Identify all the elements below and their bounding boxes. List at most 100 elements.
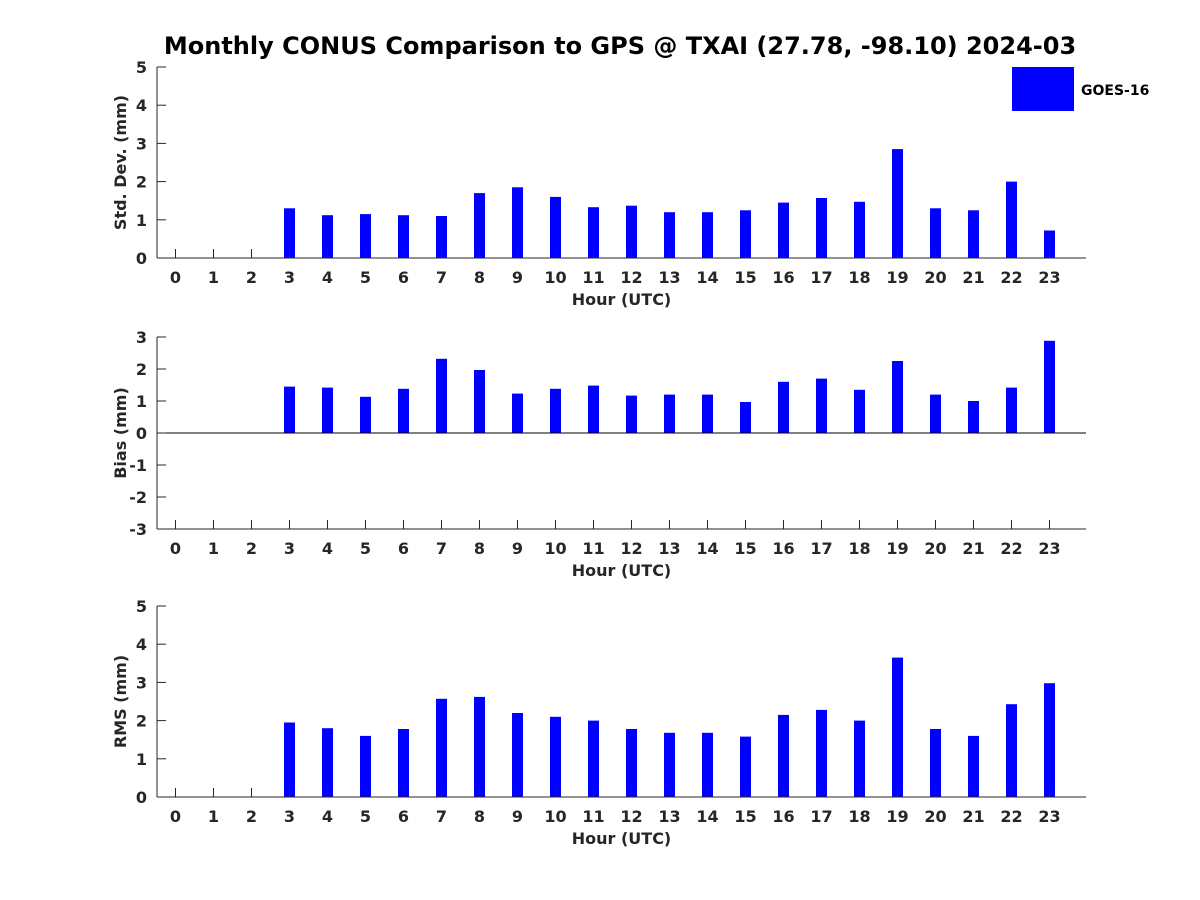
std-xlabel: Hour (UTC) — [572, 290, 672, 309]
rms-xtick-label: 3 — [284, 807, 295, 826]
rms-bar-hour-13 — [664, 732, 675, 797]
rms-xtick-label: 20 — [924, 807, 946, 826]
std-ytick-label: 4 — [136, 96, 147, 115]
rms-xtick-label: 1 — [208, 807, 219, 826]
std-bar-hour-8 — [474, 193, 485, 258]
std-bar-hour-16 — [778, 202, 789, 258]
bias-bar-hour-12 — [626, 395, 637, 433]
bias-ytick-label: -3 — [129, 520, 147, 539]
rms-bar-hour-17 — [816, 709, 827, 797]
rms-ytick-label: 2 — [136, 712, 147, 731]
rms-xtick-label: 22 — [1000, 807, 1022, 826]
rms-bar-hour-11 — [588, 720, 599, 797]
std-bar-hour-3 — [284, 208, 295, 258]
rms-bar-hour-18 — [854, 720, 865, 797]
std-xtick-label: 21 — [962, 268, 984, 287]
rms-bar-hour-20 — [930, 729, 941, 797]
bias-bar-hour-22 — [1006, 387, 1017, 433]
rms-xtick-label: 5 — [360, 807, 371, 826]
bias-xtick-label: 8 — [474, 539, 485, 558]
bias-ylabel: Bias (mm) — [111, 387, 130, 479]
rms-xtick-label: 13 — [658, 807, 680, 826]
std-xtick-label: 12 — [620, 268, 642, 287]
legend-label: GOES-16 — [1081, 83, 1149, 99]
bias-bar-hour-20 — [930, 394, 941, 433]
bias-xlabel: Hour (UTC) — [572, 561, 672, 580]
std-xtick-label: 20 — [924, 268, 946, 287]
rms-bar-hour-19 — [892, 657, 903, 797]
bias-xtick-label: 10 — [544, 539, 566, 558]
bias-bar-hour-13 — [664, 394, 675, 433]
bias-xtick-label: 6 — [398, 539, 409, 558]
bias-xtick-label: 9 — [512, 539, 523, 558]
bias-xtick-label: 23 — [1038, 539, 1060, 558]
rms-bar-hour-3 — [284, 722, 295, 797]
rms-bar-hour-22 — [1006, 704, 1017, 797]
bias-xtick-label: 15 — [734, 539, 756, 558]
rms-xtick-label: 7 — [436, 807, 447, 826]
std-xtick-label: 13 — [658, 268, 680, 287]
bias-bar-hour-10 — [550, 388, 561, 433]
bias-xtick-label: 7 — [436, 539, 447, 558]
rms-ytick-label: 5 — [136, 597, 147, 616]
rms-bar-hour-21 — [968, 735, 979, 797]
rms-bar-hour-6 — [398, 729, 409, 797]
bias-xtick-label: 12 — [620, 539, 642, 558]
rms-bar-hour-12 — [626, 729, 637, 797]
chart-title: Monthly CONUS Comparison to GPS @ TXAI (… — [164, 32, 1076, 60]
std-bar-hour-17 — [816, 198, 827, 258]
std-bar-hour-13 — [664, 212, 675, 258]
rms-bar-hour-23 — [1044, 683, 1055, 797]
rms-xtick-label: 6 — [398, 807, 409, 826]
rms-bar-hour-9 — [512, 713, 523, 797]
rms-xlabel: Hour (UTC) — [572, 829, 672, 848]
rms-ytick-label: 4 — [136, 635, 147, 654]
std-ytick-label: 0 — [136, 249, 147, 268]
std-xtick-label: 6 — [398, 268, 409, 287]
std-xtick-label: 9 — [512, 268, 523, 287]
bias-ytick-label: 1 — [136, 392, 147, 411]
rms-xtick-label: 17 — [810, 807, 832, 826]
bias-xtick-label: 20 — [924, 539, 946, 558]
bias-bar-hour-19 — [892, 361, 903, 433]
bias-xtick-label: 19 — [886, 539, 908, 558]
rms-xtick-label: 9 — [512, 807, 523, 826]
bias-bar-hour-8 — [474, 370, 485, 433]
std-bar-hour-19 — [892, 149, 903, 258]
rms-bar-hour-15 — [740, 736, 751, 797]
std-xtick-label: 10 — [544, 268, 566, 287]
bias-xtick-label: 13 — [658, 539, 680, 558]
std-bar-hour-10 — [550, 196, 561, 258]
rms-xtick-label: 16 — [772, 807, 794, 826]
bias-bar-hour-5 — [360, 396, 371, 433]
std-ytick-label: 3 — [136, 134, 147, 153]
bias-xtick-label: 2 — [246, 539, 257, 558]
rms-ytick-label: 0 — [136, 788, 147, 807]
bias-ytick-label: 3 — [136, 328, 147, 347]
bias-bar-hour-17 — [816, 378, 827, 433]
std-xtick-label: 3 — [284, 268, 295, 287]
std-xtick-label: 18 — [848, 268, 870, 287]
bias-ytick-label: -2 — [129, 488, 147, 507]
rms-bar-hour-16 — [778, 714, 789, 797]
bias-xtick-label: 21 — [962, 539, 984, 558]
bias-xtick-label: 4 — [322, 539, 333, 558]
std-xtick-label: 1 — [208, 268, 219, 287]
std-xtick-label: 16 — [772, 268, 794, 287]
bias-xtick-label: 17 — [810, 539, 832, 558]
std-ylabel: Std. Dev. (mm) — [111, 95, 130, 230]
std-xtick-label: 15 — [734, 268, 756, 287]
rms-bar-hour-10 — [550, 716, 561, 797]
bias-bar-hour-23 — [1044, 340, 1055, 433]
bias-xtick-label: 11 — [582, 539, 604, 558]
bias-xtick-label: 14 — [696, 539, 718, 558]
std-bar-hour-7 — [436, 216, 447, 258]
rms-ytick-label: 1 — [136, 750, 147, 769]
std-bar-hour-22 — [1006, 181, 1017, 258]
bias-bar-hour-14 — [702, 394, 713, 433]
std-xtick-label: 7 — [436, 268, 447, 287]
rms-ylabel: RMS (mm) — [111, 655, 130, 748]
